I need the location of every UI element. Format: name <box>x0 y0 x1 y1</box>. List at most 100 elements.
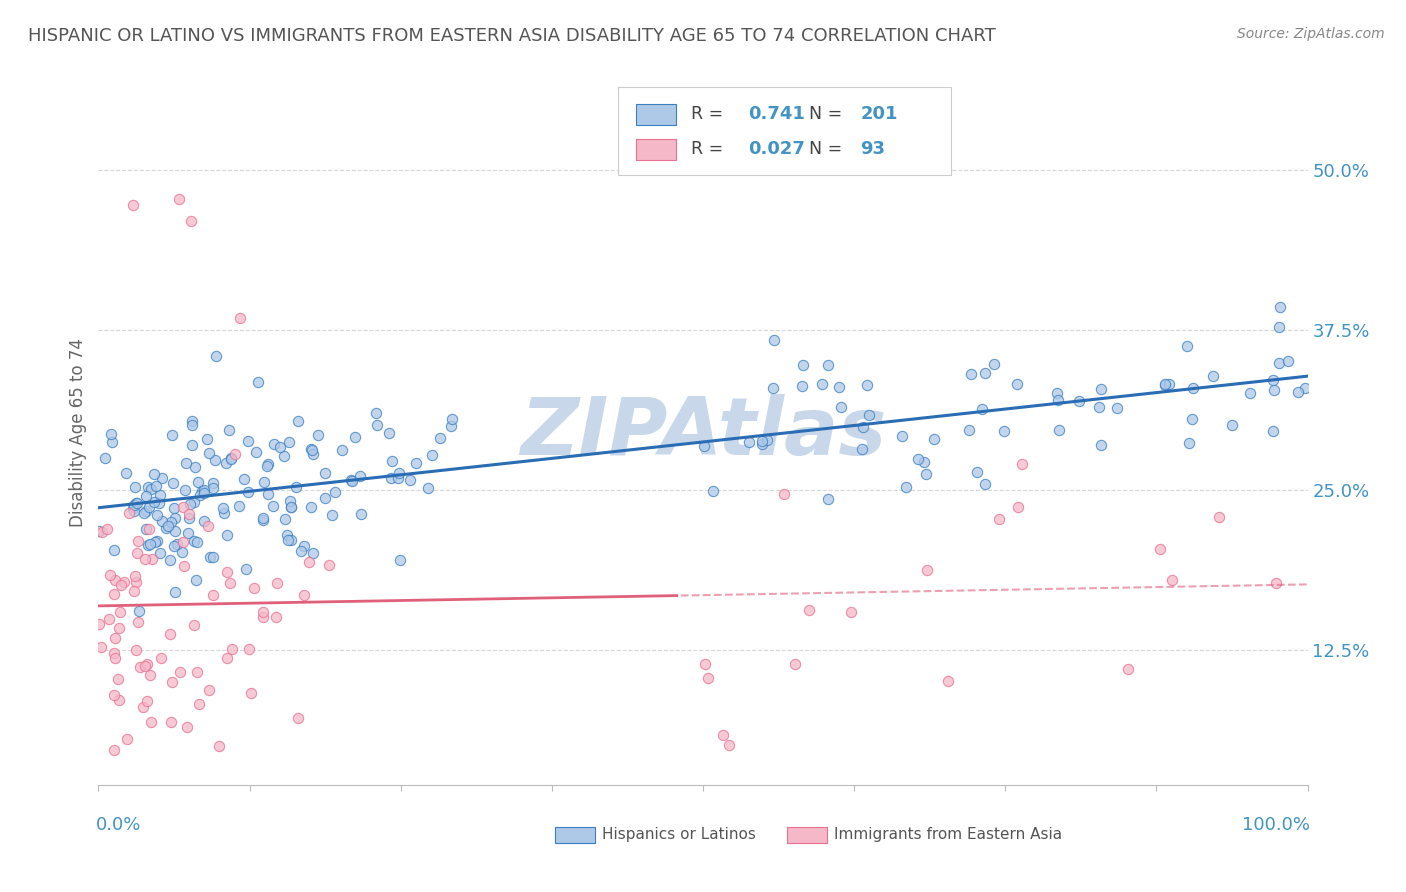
Point <box>173 559 195 574</box>
Point <box>139 537 162 551</box>
Point <box>121 501 143 516</box>
Text: R =: R = <box>690 105 728 123</box>
Point <box>252 610 274 624</box>
Point <box>756 434 779 448</box>
Point <box>138 500 160 515</box>
Point <box>165 585 187 599</box>
Point <box>183 534 205 549</box>
Point <box>174 483 197 497</box>
Point <box>170 545 193 559</box>
Point <box>122 198 145 212</box>
Point <box>914 467 936 482</box>
Point <box>219 576 242 591</box>
Point <box>150 470 173 484</box>
Point <box>269 441 291 455</box>
Text: 0.741: 0.741 <box>748 105 804 123</box>
Point <box>186 534 208 549</box>
Point <box>277 533 299 548</box>
Point <box>856 377 879 392</box>
Point <box>212 507 235 521</box>
Point <box>783 657 806 672</box>
Point <box>218 423 240 437</box>
Point <box>184 573 207 587</box>
Point <box>204 349 226 363</box>
Point <box>762 381 785 395</box>
Point <box>193 514 215 528</box>
Point <box>101 434 124 449</box>
Text: 0.027: 0.027 <box>748 140 804 159</box>
Point <box>366 417 388 432</box>
Point <box>256 487 278 501</box>
Point <box>974 477 997 491</box>
Point <box>181 417 204 432</box>
Point <box>96 522 118 536</box>
Point <box>1161 573 1184 587</box>
Point <box>204 453 226 467</box>
Point <box>177 511 200 525</box>
Point <box>1178 435 1201 450</box>
Point <box>187 475 209 490</box>
Point <box>238 484 260 499</box>
Point <box>180 214 202 228</box>
Point <box>172 535 194 549</box>
Point <box>107 672 129 686</box>
Point <box>738 435 761 450</box>
Point <box>751 437 773 451</box>
Point <box>149 546 172 560</box>
Text: 0.0%: 0.0% <box>96 816 141 834</box>
Point <box>97 612 120 626</box>
Point <box>314 491 336 505</box>
Point <box>1154 377 1177 392</box>
Point <box>135 489 157 503</box>
Point <box>381 453 404 467</box>
Point <box>717 738 740 752</box>
Point <box>141 483 163 497</box>
Point <box>134 552 156 566</box>
Point <box>274 511 297 525</box>
Text: 93: 93 <box>860 140 886 159</box>
Point <box>104 651 127 665</box>
Point <box>773 487 796 501</box>
Point <box>252 510 274 524</box>
Point <box>792 358 814 372</box>
Point <box>183 618 205 632</box>
Point <box>960 367 983 381</box>
Point <box>103 587 125 601</box>
Point <box>110 578 132 592</box>
Point <box>224 446 246 460</box>
Point <box>280 500 302 514</box>
Point <box>387 471 409 485</box>
Point <box>122 584 145 599</box>
Text: 201: 201 <box>860 105 897 123</box>
Point <box>340 474 363 488</box>
Point <box>193 486 215 500</box>
Point <box>217 566 239 580</box>
Point <box>87 524 110 538</box>
Text: Source: ZipAtlas.com: Source: ZipAtlas.com <box>1237 27 1385 41</box>
Point <box>87 616 110 631</box>
Point <box>217 650 239 665</box>
Point <box>970 401 993 416</box>
Point <box>169 665 191 679</box>
Point <box>115 732 138 747</box>
Point <box>90 640 112 654</box>
Y-axis label: Disability Age 65 to 74: Disability Age 65 to 74 <box>69 338 87 527</box>
Point <box>1277 353 1299 368</box>
Point <box>839 606 862 620</box>
Point <box>702 483 724 498</box>
FancyBboxPatch shape <box>637 139 676 160</box>
Point <box>262 499 284 513</box>
Point <box>890 429 912 443</box>
Point <box>988 512 1011 526</box>
Point <box>138 522 160 536</box>
Point <box>160 515 183 529</box>
Point <box>103 743 125 757</box>
Point <box>1047 392 1070 407</box>
Point <box>208 739 231 754</box>
Point <box>405 456 427 470</box>
Point <box>136 657 159 672</box>
Point <box>440 418 463 433</box>
Point <box>145 479 167 493</box>
Point <box>285 480 308 494</box>
Point <box>299 442 322 456</box>
